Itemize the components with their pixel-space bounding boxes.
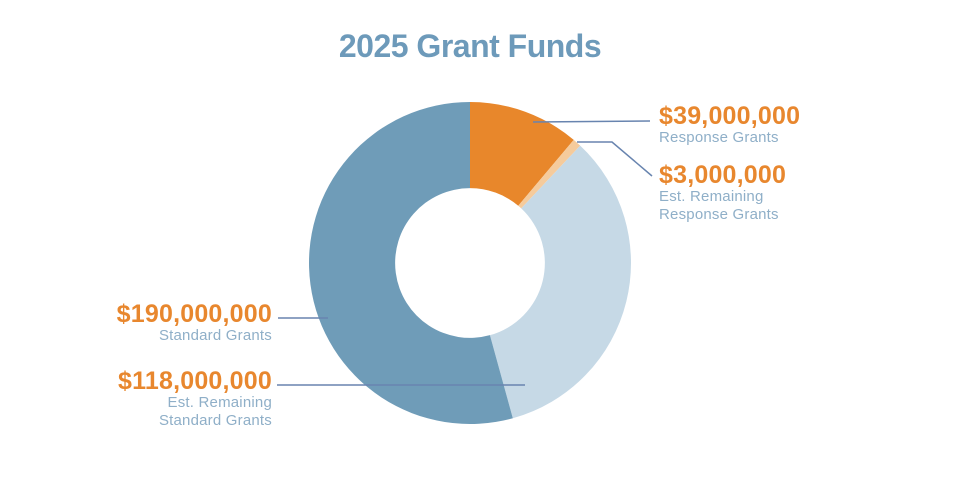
callout-caption-line: Est. Remaining	[659, 188, 764, 205]
donut-segment-response-grants	[470, 102, 574, 206]
callout-value: $118,000,000	[118, 367, 272, 395]
callout-est-remaining-response-grants: $3,000,000 Est. Remaining Response Grant…	[659, 162, 786, 223]
donut-segment-standard-grants	[309, 102, 513, 424]
callout-est-remaining-standard-grants: $118,000,000 Est. Remaining Standard Gra…	[60, 368, 272, 429]
callout-value: $39,000,000	[659, 102, 801, 130]
donut-segment-est-remaining-response-grants	[518, 139, 581, 209]
callout-value: $3,000,000	[659, 161, 787, 189]
callout-caption-line: Est. Remaining	[167, 394, 272, 411]
leader-line-response-grants	[532, 120, 651, 123]
chart-title: 2025 Grant Funds	[338, 28, 602, 64]
callout-response-grants: $39,000,000 Response Grants	[659, 103, 800, 147]
donut-segment-est-remaining-standard-grants	[489, 145, 631, 419]
callout-standard-grants: $190,000,000 Standard Grants	[60, 301, 272, 345]
callout-caption-line: Response Grants	[659, 129, 779, 146]
leader-line-est-remaining-response-grants	[577, 141, 653, 177]
callout-caption-line: Standard Grants	[158, 327, 272, 344]
callout-value: $190,000,000	[116, 300, 272, 328]
callout-caption-line: Response Grants	[659, 205, 779, 223]
callout-caption-line: Standard Grants	[158, 411, 272, 429]
